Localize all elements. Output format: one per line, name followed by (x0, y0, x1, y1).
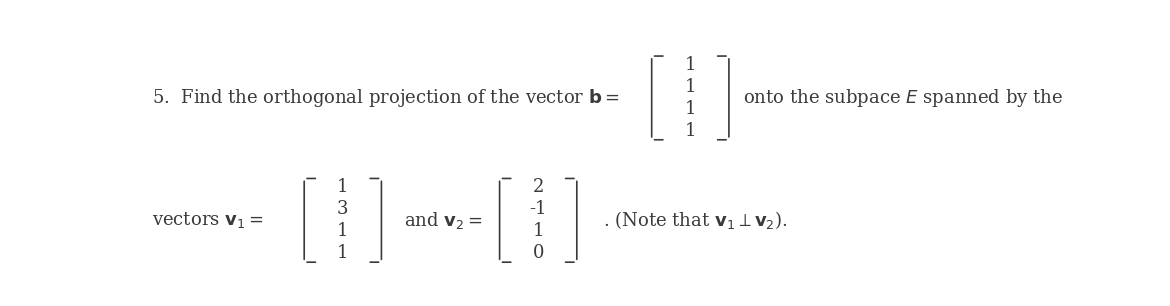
Text: 1: 1 (684, 122, 696, 140)
Text: 1: 1 (337, 222, 349, 240)
Text: and $\mathbf{v}_2 = $: and $\mathbf{v}_2 = $ (404, 210, 482, 231)
Text: vectors $\mathbf{v}_1 = $: vectors $\mathbf{v}_1 = $ (152, 210, 263, 230)
Text: . (Note that $\mathbf{v}_1 \perp \mathbf{v}_2$).: . (Note that $\mathbf{v}_1 \perp \mathbf… (603, 209, 787, 231)
Text: 2: 2 (532, 178, 544, 196)
Text: 1: 1 (337, 178, 349, 196)
Text: 1: 1 (684, 100, 696, 118)
Text: 1: 1 (337, 244, 349, 262)
Text: 5.  Find the orthogonal projection of the vector $\mathbf{b} = $: 5. Find the orthogonal projection of the… (152, 87, 620, 109)
Text: 0: 0 (532, 244, 544, 262)
Text: 1: 1 (684, 56, 696, 74)
Text: 1: 1 (532, 222, 544, 240)
Text: 1: 1 (684, 78, 696, 96)
Text: -1: -1 (530, 200, 546, 218)
Text: onto the subpace $E$ spanned by the: onto the subpace $E$ spanned by the (743, 87, 1064, 109)
Text: 3: 3 (337, 200, 349, 218)
